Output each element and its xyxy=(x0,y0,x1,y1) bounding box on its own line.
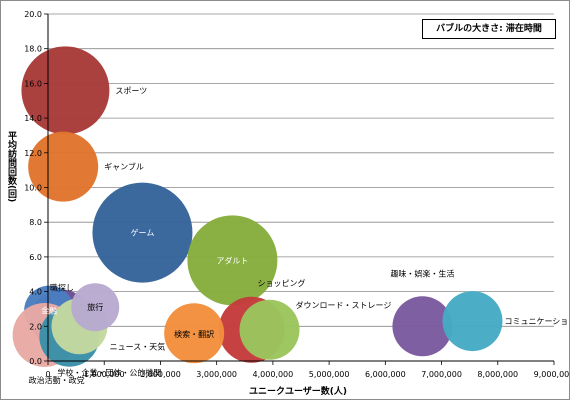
bubble-label: アダルト xyxy=(216,255,248,265)
bubble xyxy=(92,182,193,283)
bubble xyxy=(71,283,120,332)
bubble-label: 金融 xyxy=(41,306,57,316)
y-tick-label: 10.0 xyxy=(24,184,42,193)
y-axis-title: 平均訪問回数(回) xyxy=(6,131,16,203)
bubble-label: コミュニケーション xyxy=(504,317,570,326)
axes xyxy=(44,13,555,365)
bubble xyxy=(21,46,110,135)
bubble xyxy=(187,215,278,306)
y-tick-label: 8.0 xyxy=(29,218,42,227)
bubble-label: ダウンロード・ストレージ xyxy=(296,300,392,310)
bubble-labels: スポーツギャンブルゲームアダルト職探し金融政治活動・政党学校・企業・団体・公的機… xyxy=(29,86,570,385)
y-tick-label: 12.0 xyxy=(24,149,42,158)
y-tick-label: 20.0 xyxy=(24,10,42,19)
bubble-label: 検索・翻訳 xyxy=(174,329,214,339)
bubble-label: ゲーム xyxy=(131,228,155,238)
y-tick-label: 14.0 xyxy=(24,114,42,123)
x-tick-label: 3,000,000 xyxy=(196,370,237,379)
x-tick-label: 4,000,000 xyxy=(253,370,294,379)
bubble-label: 旅行 xyxy=(87,302,103,312)
y-tick-label: 0.0 xyxy=(29,357,42,366)
bubble xyxy=(392,296,453,357)
bubble-size-note: バブルの大きさ: 滞在時間 xyxy=(422,19,556,39)
bubble-label: 職探し xyxy=(50,282,74,292)
x-tick-label: 9,000,000 xyxy=(534,370,570,379)
bubble xyxy=(442,291,503,352)
x-tick-label: 1,000,000 xyxy=(84,370,125,379)
bubble-label: ショッピング xyxy=(258,278,306,288)
tick-labels: 0.0 2.0 4.0 6.0 8.0 10.0 12.0 14.0 16.0 18.0 20.0 0… xyxy=(24,10,570,379)
bubble-label: ニュース・天気 xyxy=(110,341,166,351)
bubble xyxy=(28,131,99,202)
x-tick-label: 6,000,000 xyxy=(365,370,406,379)
bubble-label: スポーツ xyxy=(115,86,147,95)
y-tick-label: 18.0 xyxy=(24,45,42,54)
x-tick-label: 7,000,000 xyxy=(421,370,462,379)
bubble-label: ギャンブル xyxy=(104,162,144,172)
x-axis-title: ユニークユーザー数(人) xyxy=(249,385,347,397)
bubbles xyxy=(12,46,503,367)
bubble-label: 政治活動・政党 xyxy=(29,375,85,385)
x-tick-label: 5,000,000 xyxy=(309,370,350,379)
y-tick-label: 4.0 xyxy=(29,288,42,297)
y-tick-label: 6.0 xyxy=(29,253,42,262)
bubble xyxy=(164,303,225,364)
x-tick-label: 0 xyxy=(45,370,50,379)
x-tick-label: 8,000,000 xyxy=(477,370,518,379)
bubble xyxy=(239,299,300,360)
y-tick-label: 2.0 xyxy=(29,322,42,331)
y-tick-label: 16.0 xyxy=(24,79,42,88)
bubble-label: 学校・企業・団体・公的機関 xyxy=(57,368,161,378)
bubble-label: 趣味・娯楽・生活 xyxy=(390,268,454,278)
x-tick-label: 2,000,000 xyxy=(140,370,181,379)
